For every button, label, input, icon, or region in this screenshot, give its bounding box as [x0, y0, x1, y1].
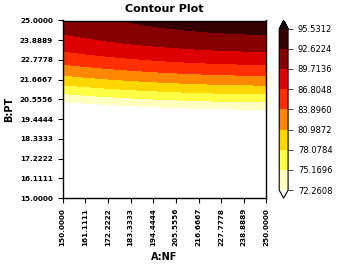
Title: Contour Plot: Contour Plot	[125, 4, 204, 14]
Y-axis label: B:PT: B:PT	[4, 97, 14, 122]
X-axis label: A:NF: A:NF	[151, 252, 178, 262]
PathPatch shape	[279, 20, 288, 28]
PathPatch shape	[279, 190, 288, 198]
